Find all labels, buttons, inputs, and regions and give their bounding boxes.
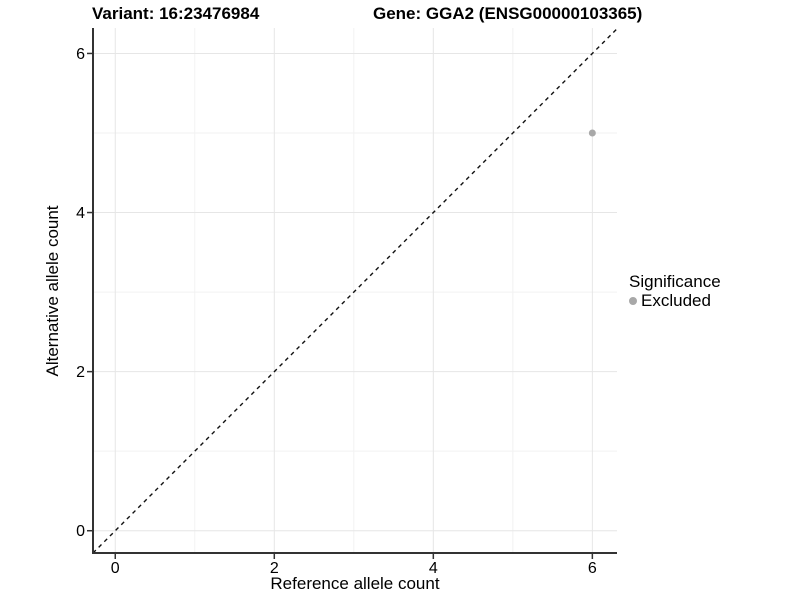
y-tick-label: 2 <box>76 364 85 381</box>
x-axis-title: Reference allele count <box>270 574 439 593</box>
y-tick-label: 4 <box>76 205 85 222</box>
x-tick-label: 2 <box>270 560 279 577</box>
axis-lines <box>92 28 617 554</box>
legend-entry-label: Excluded <box>641 291 711 310</box>
legend-title: Significance <box>629 272 721 291</box>
x-tick-label: 4 <box>429 560 438 577</box>
major-gridlines <box>93 28 617 553</box>
legend-entry-excluded: Excluded <box>629 291 721 310</box>
variant-title: Variant: 16:23476984 <box>92 4 260 23</box>
y-tick-label: 6 <box>76 46 85 63</box>
excluded-point-icon <box>629 296 637 305</box>
x-tick-label: 6 <box>588 560 597 577</box>
x-tick-label: 0 <box>111 560 120 577</box>
scatter-point-excluded <box>588 129 596 137</box>
data-points <box>588 129 596 137</box>
diagonal-dashed-line <box>92 28 618 554</box>
y-axis-title: Alternative allele count <box>43 205 62 376</box>
gene-title: Gene: GGA2 (ENSG00000103365) <box>373 4 643 23</box>
minor-gridlines <box>93 28 617 553</box>
axis-tick-marks <box>87 52 594 559</box>
y-tick-label: 0 <box>76 523 85 540</box>
axis-tick-labels: 0 2 4 6 0 2 4 6 <box>76 46 597 577</box>
legend: Significance Excluded <box>629 272 721 310</box>
identity-reference-line <box>92 28 618 554</box>
